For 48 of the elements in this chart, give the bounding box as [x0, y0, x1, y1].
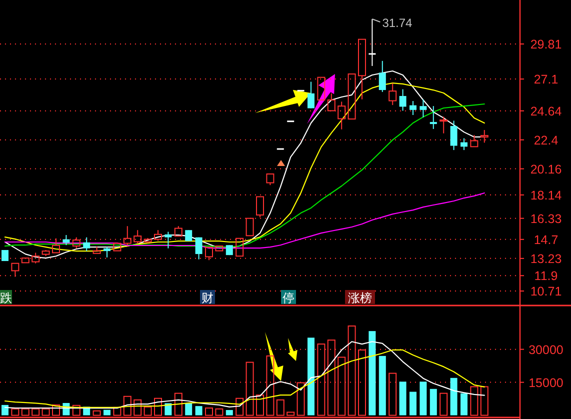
- candlestick: [308, 81, 314, 109]
- candlestick: [410, 100, 416, 116]
- y-tick-label: 11.9: [534, 269, 558, 284]
- candlestick: [83, 236, 90, 252]
- bar: [226, 410, 233, 416]
- y-tick-label: 18.14: [530, 188, 562, 202]
- bar: [2, 404, 8, 416]
- bar: [164, 403, 172, 416]
- candlestick: [450, 120, 458, 151]
- candlestick: [440, 116, 448, 134]
- bar: [410, 392, 416, 416]
- annotation: 31.74: [382, 16, 413, 30]
- annotation: 跌: [0, 291, 12, 305]
- candlestick: [430, 106, 437, 130]
- y-tick-label: 22.4: [534, 133, 558, 148]
- candlestick: [104, 246, 110, 258]
- candlestick: [195, 236, 202, 260]
- y-tick-label: 13.23: [530, 252, 562, 266]
- bar: [308, 338, 314, 416]
- bar: [399, 382, 406, 416]
- candlestick: [378, 60, 386, 92]
- bar: [378, 356, 386, 416]
- annotation: 财: [202, 291, 214, 305]
- bar: [104, 410, 110, 416]
- bar: [195, 406, 202, 416]
- y-tick-label: 30000: [528, 342, 564, 357]
- candlestick: [460, 138, 468, 151]
- y-tick-label: 20.16: [530, 162, 562, 176]
- bar: [460, 393, 468, 416]
- y-tick-label: 10.71: [530, 284, 562, 299]
- annotation: 停: [282, 291, 294, 305]
- annotation: 涨榜: [348, 291, 372, 305]
- y-tick-label: 15000: [528, 376, 564, 390]
- y-tick-label: 29.81: [530, 37, 562, 52]
- y-tick-label: 27.1: [534, 72, 558, 87]
- candlestick: [164, 231, 172, 249]
- candlestick: [368, 18, 376, 66]
- candlestick: [420, 98, 427, 118]
- candlestick: [399, 88, 406, 112]
- bar: [450, 378, 458, 416]
- bar: [185, 403, 192, 416]
- y-tick-label: 14.7: [534, 232, 558, 247]
- bar: [368, 331, 376, 416]
- bar: [420, 382, 427, 416]
- bar: [430, 388, 437, 416]
- candlestick: [62, 234, 70, 246]
- y-tick-label: 24.64: [530, 104, 562, 118]
- y-tick-label: 16.33: [530, 212, 562, 226]
